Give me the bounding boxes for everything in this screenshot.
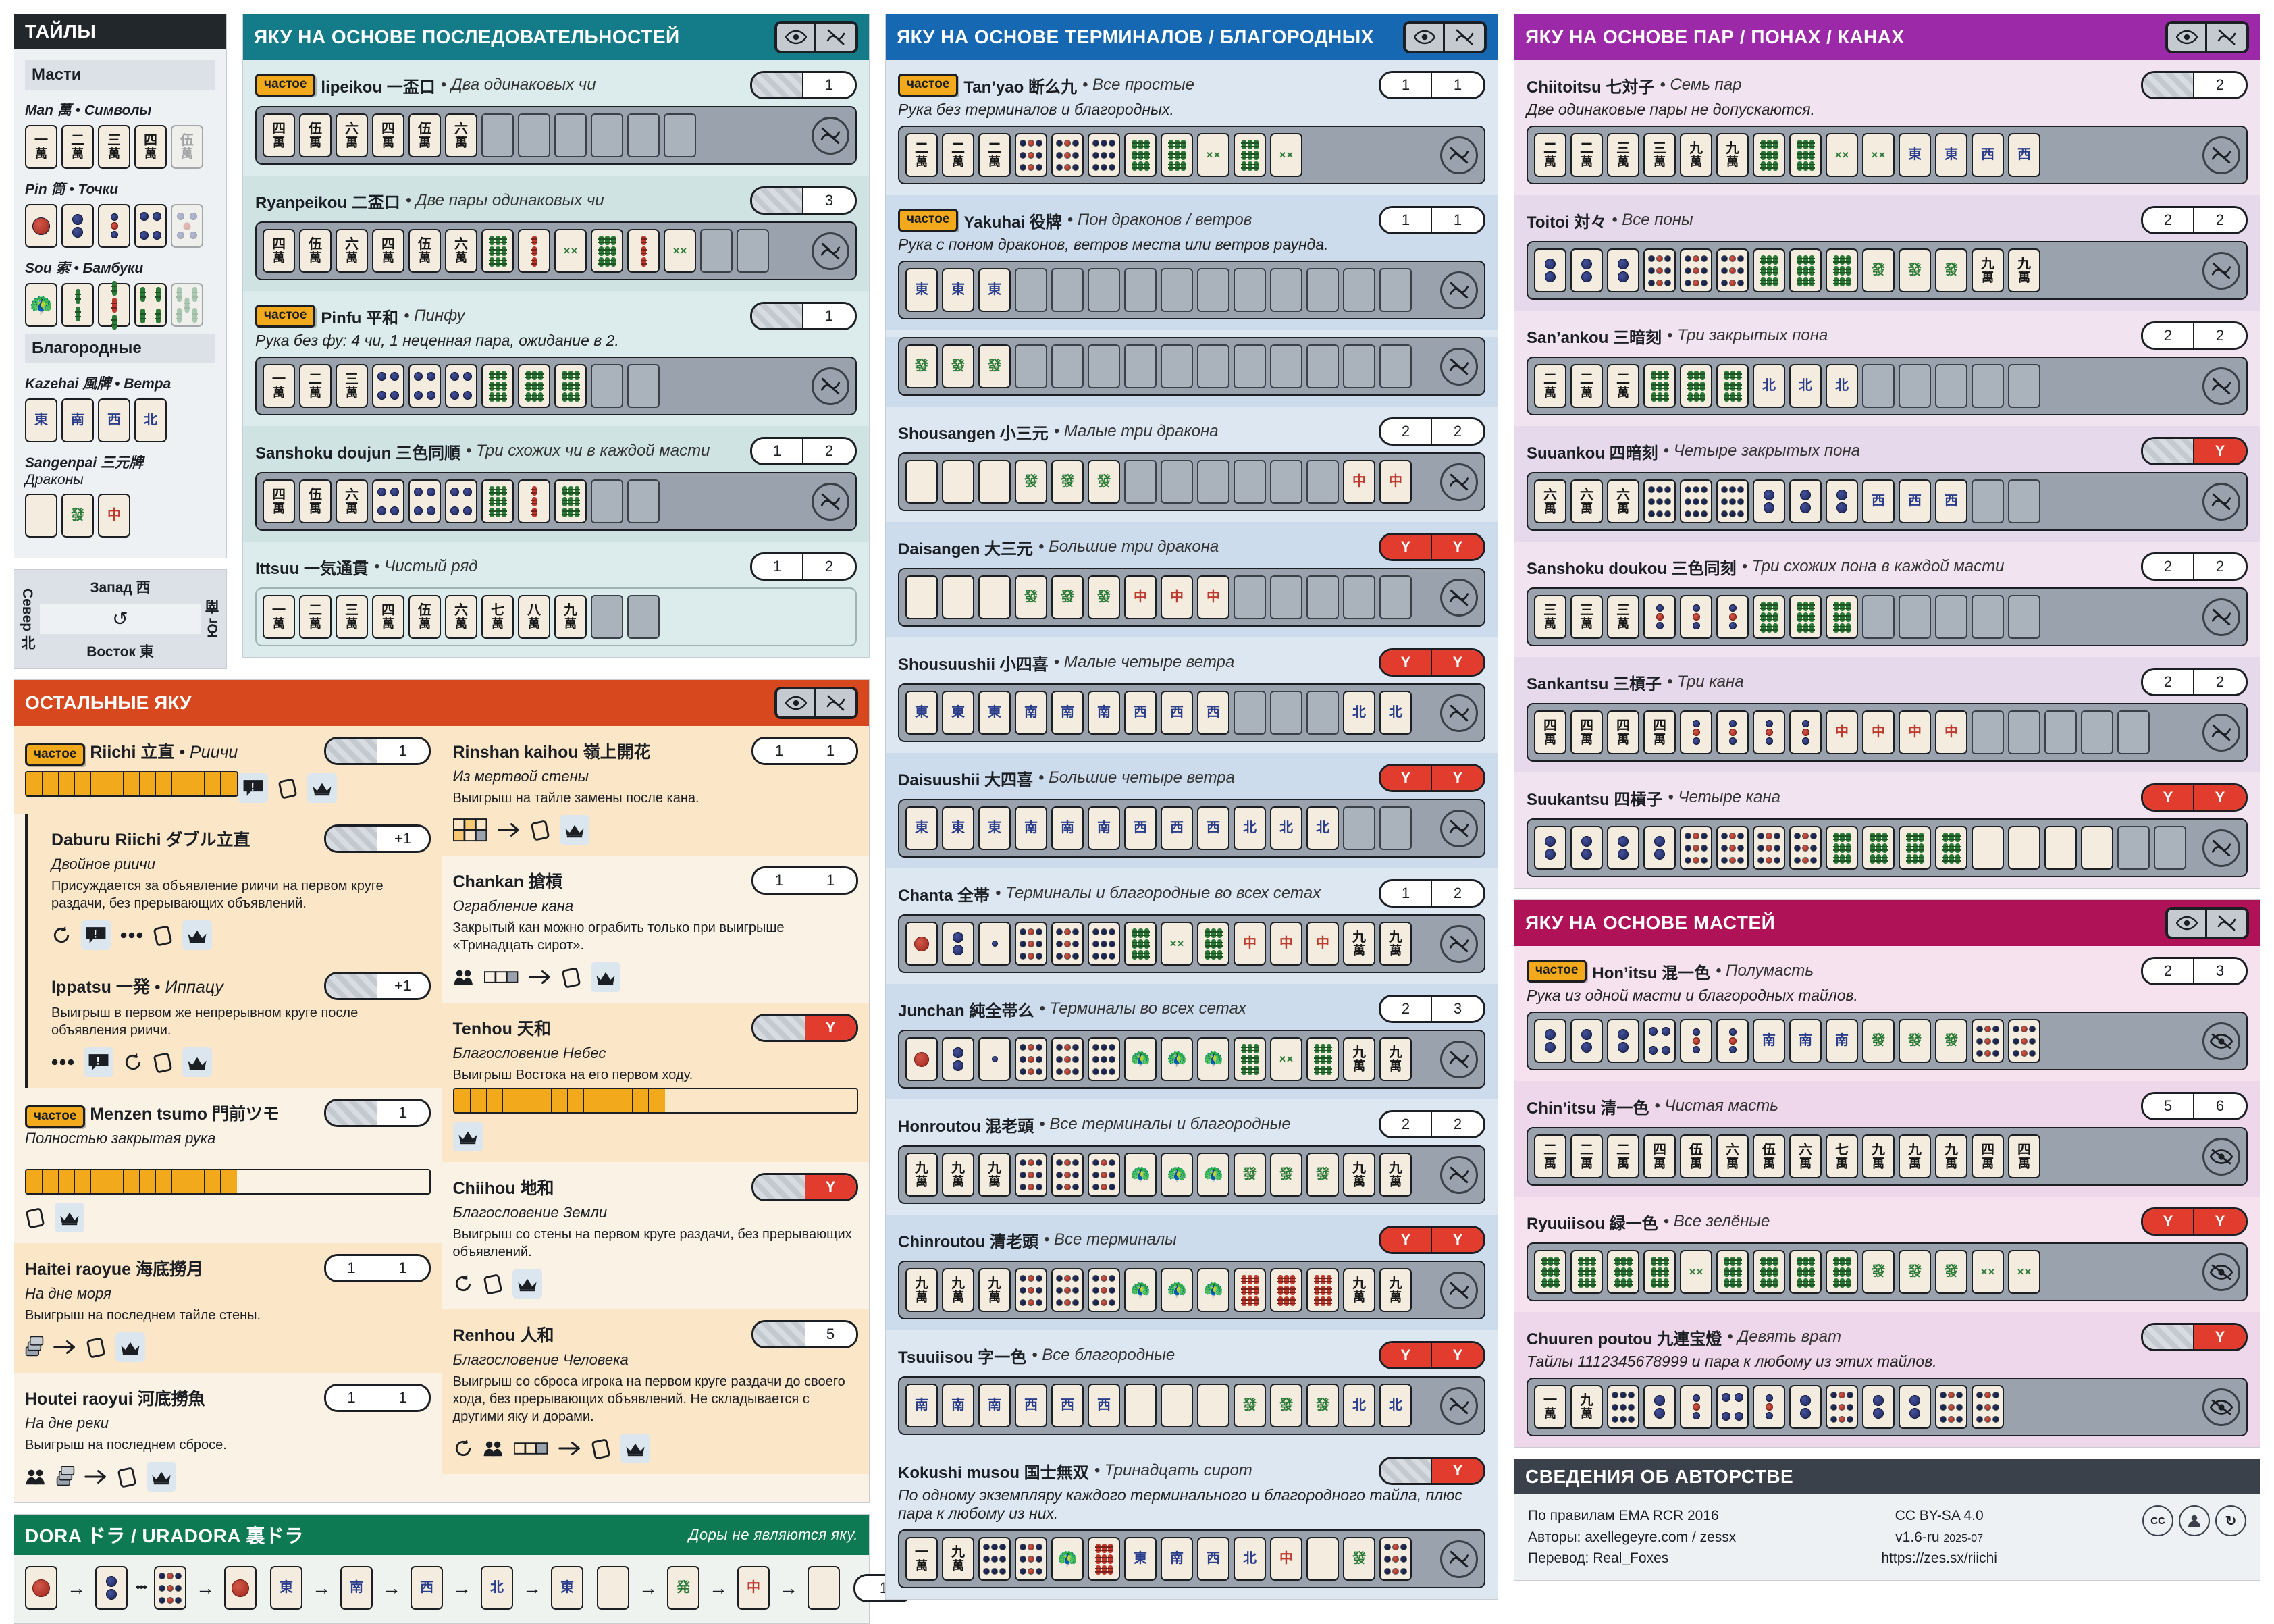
svg-text:!: !: [96, 1055, 99, 1067]
svg-text:!: !: [250, 781, 254, 793]
svg-text:!: !: [93, 928, 97, 940]
